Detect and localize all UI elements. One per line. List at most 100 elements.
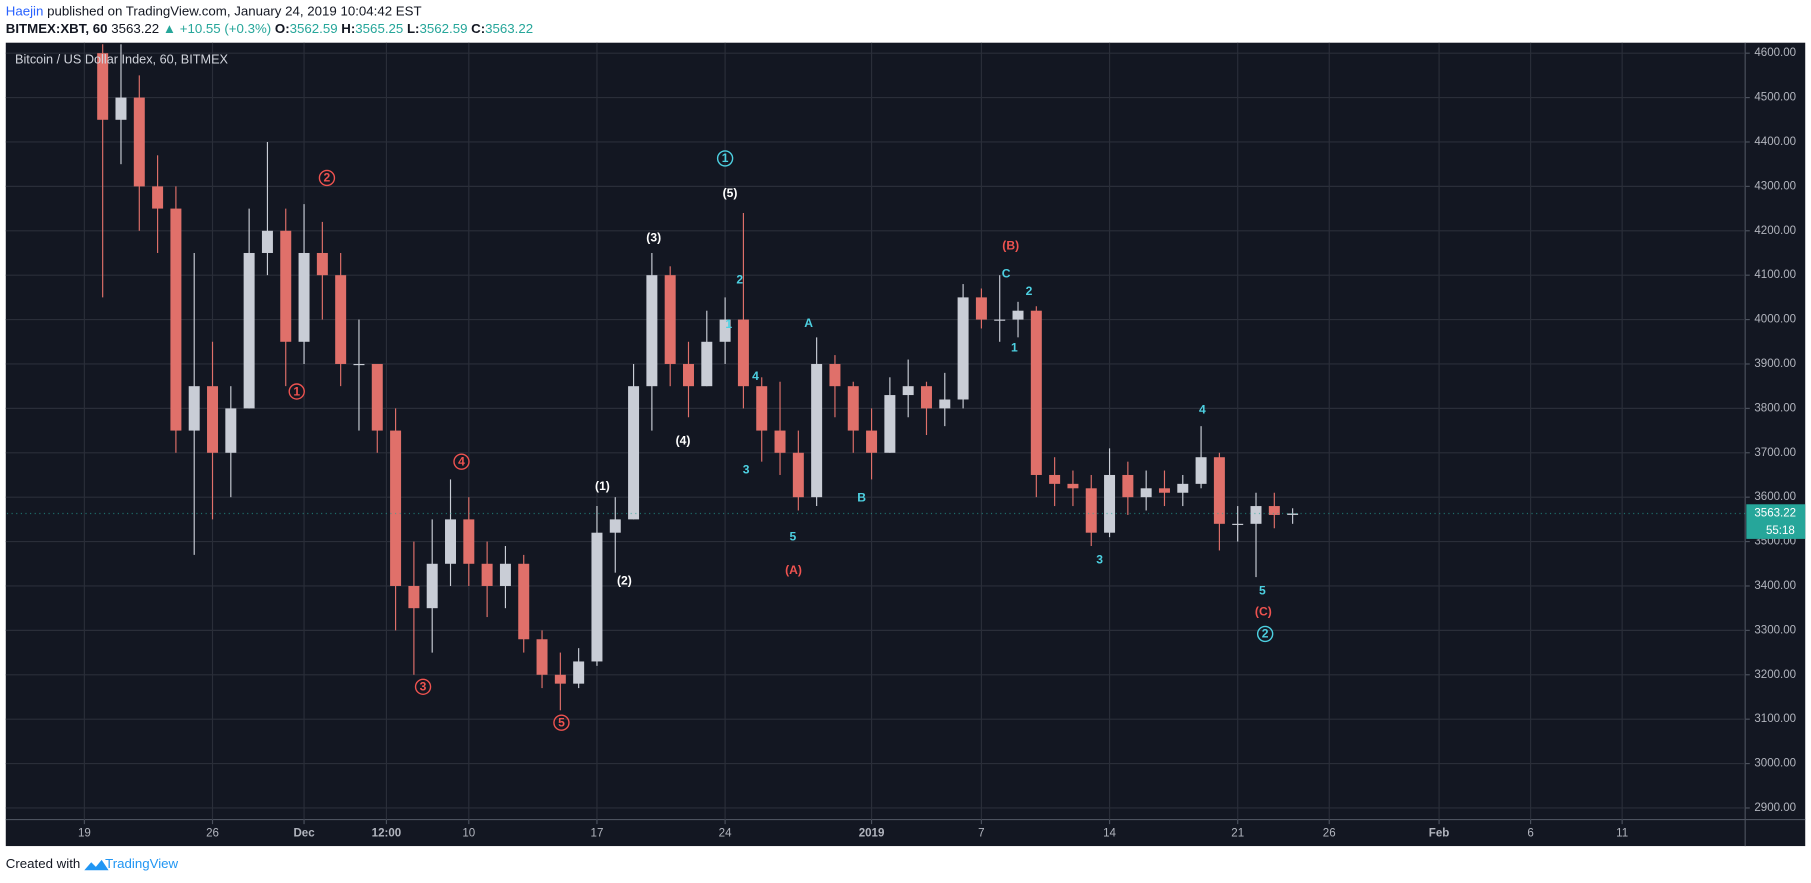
c-label: C: bbox=[471, 20, 485, 35]
candle-body bbox=[609, 519, 621, 533]
wave-circle bbox=[288, 383, 305, 400]
candle-body bbox=[261, 230, 273, 253]
candle-body bbox=[1232, 523, 1244, 525]
low: 3562.59 bbox=[419, 20, 467, 35]
x-tick-label: 17 bbox=[591, 827, 604, 839]
y-tick-label: 4000.00 bbox=[1754, 314, 1796, 326]
wave-circle bbox=[414, 678, 432, 695]
candle-body bbox=[811, 363, 823, 498]
candle-body bbox=[481, 563, 493, 586]
candle-body bbox=[536, 639, 548, 675]
x-tick-label: 7 bbox=[978, 827, 984, 839]
change: +10.55 (+0.3%) bbox=[180, 20, 271, 35]
wave-label: (A) bbox=[785, 563, 802, 577]
x-tick-label: 24 bbox=[719, 827, 732, 839]
o-label: O: bbox=[275, 20, 290, 35]
candle-body bbox=[408, 585, 420, 609]
wave-label: 5 bbox=[789, 529, 796, 543]
candle-body bbox=[152, 186, 164, 209]
candle-body bbox=[554, 674, 566, 684]
x-tick-label: 14 bbox=[1103, 827, 1116, 839]
wave-label: 2 bbox=[324, 171, 331, 185]
candle-body bbox=[1067, 483, 1079, 489]
candle-body bbox=[298, 252, 310, 342]
arrow: ▲ bbox=[163, 20, 176, 35]
h-label: H: bbox=[341, 20, 355, 35]
candles bbox=[97, 44, 1299, 711]
chart-background bbox=[5, 42, 1806, 847]
candle-body bbox=[646, 275, 658, 387]
x-tick-label: 11 bbox=[1616, 827, 1628, 839]
wave-circle bbox=[1256, 625, 1274, 643]
wave-label: (C) bbox=[1255, 605, 1272, 619]
candle-body bbox=[737, 319, 749, 387]
candle-body bbox=[1195, 457, 1207, 484]
candle-body bbox=[756, 386, 768, 431]
candle-body bbox=[445, 519, 456, 564]
candle-body bbox=[115, 97, 127, 120]
candle-body bbox=[225, 408, 237, 453]
wave-label: 4 bbox=[1199, 402, 1206, 416]
y-tick-label: 3700.00 bbox=[1754, 447, 1796, 459]
open: 3562.59 bbox=[290, 20, 338, 35]
candle-body bbox=[884, 395, 896, 453]
x-tick-label: 21 bbox=[1231, 827, 1244, 839]
candle-body bbox=[463, 519, 475, 564]
candle-body bbox=[902, 386, 914, 396]
wave-label: (5) bbox=[723, 186, 738, 200]
candle-body bbox=[1104, 474, 1116, 533]
x-tick-label: 26 bbox=[206, 827, 219, 839]
candle-body bbox=[1213, 457, 1225, 524]
candle-body bbox=[353, 363, 365, 366]
candle-body bbox=[518, 563, 530, 640]
price-tag-label: 3563.22 bbox=[1754, 508, 1796, 520]
candle-body bbox=[426, 563, 438, 609]
brand-logo[interactable] bbox=[84, 859, 109, 871]
candle-body bbox=[994, 319, 1006, 321]
published: published on TradingView.com, January 24… bbox=[47, 3, 422, 18]
candle-body bbox=[847, 386, 859, 431]
y-tick-label: 4400.00 bbox=[1754, 136, 1796, 148]
candle-body bbox=[774, 430, 786, 453]
quote-line: BITMEX:XBT, 60 3563.22 ▲ +10.55 (+0.3%) … bbox=[6, 20, 533, 35]
wave-label: 3 bbox=[420, 680, 427, 694]
candle-body bbox=[1012, 310, 1024, 320]
wave-circle bbox=[553, 714, 570, 731]
close: 3563.22 bbox=[485, 20, 533, 35]
candle-body bbox=[1140, 488, 1152, 498]
candle-body bbox=[701, 341, 713, 387]
countdown: 55:18 bbox=[1766, 525, 1795, 537]
annotations: 1 2 1 3 4 5 2 (5) (3) (4) (1) (2) 2 1 4 3 5 A B C 2 1 3 4 5 (A) (B… bbox=[288, 150, 1274, 731]
axes: 2900.00 3000.00 3100.00 3200.00 3300.00 3400.… bbox=[6, 47, 1806, 839]
y-tick-label: 3400.00 bbox=[1754, 580, 1796, 592]
x-tick-label: 19 bbox=[78, 827, 91, 839]
author[interactable]: Haejin bbox=[6, 3, 44, 18]
wave-label: 5 bbox=[558, 716, 565, 730]
candle-body bbox=[207, 386, 219, 453]
wave-label: A bbox=[804, 316, 813, 330]
y-tick-label: 3000.00 bbox=[1754, 758, 1796, 770]
wave-label: 3 bbox=[743, 462, 750, 476]
candle-body bbox=[1268, 506, 1280, 515]
brand[interactable]: TradingView bbox=[105, 856, 178, 871]
wave-label: 1 bbox=[293, 384, 300, 398]
created-with: Created with bbox=[6, 856, 81, 871]
candle-body bbox=[133, 97, 145, 187]
y-tick-label: 4500.00 bbox=[1754, 92, 1796, 104]
wave-label: (1) bbox=[595, 479, 610, 493]
y-tick-label: 4100.00 bbox=[1754, 269, 1796, 281]
candle-body bbox=[390, 430, 402, 586]
candle-body bbox=[1030, 310, 1042, 475]
chart-title: Bitcoin / US Dollar Index, 60, BITMEX bbox=[15, 52, 229, 66]
wave-label: (4) bbox=[676, 434, 691, 448]
candle-body bbox=[280, 230, 292, 342]
candle-body bbox=[170, 208, 182, 431]
y-tick-label: 3100.00 bbox=[1754, 713, 1796, 725]
y-tick-label: 3800.00 bbox=[1754, 402, 1796, 414]
wave-label: (B) bbox=[1002, 239, 1019, 253]
wave-label: 2 bbox=[736, 272, 743, 286]
candle-body bbox=[939, 399, 951, 409]
candle-body bbox=[664, 275, 676, 364]
y-tick-label: 2900.00 bbox=[1754, 802, 1796, 814]
